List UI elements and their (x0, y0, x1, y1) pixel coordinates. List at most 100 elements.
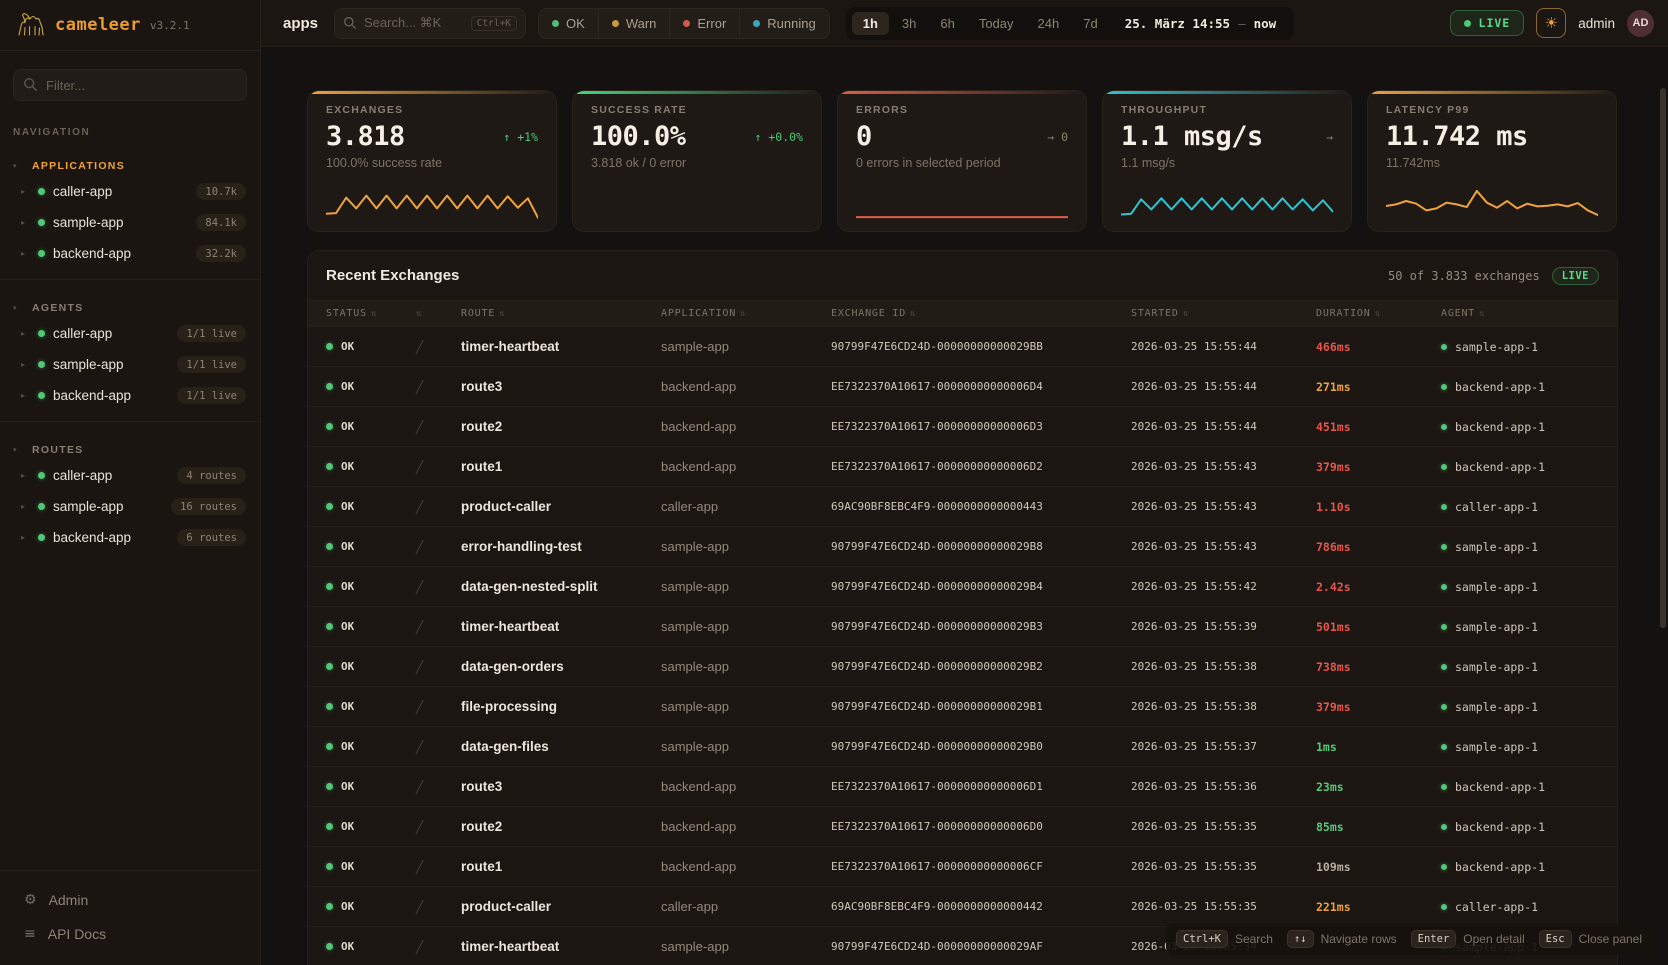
sidebar-item-sample-app[interactable]: ▸ sample-app 1/1 live (0, 349, 260, 380)
column-header-started[interactable]: STARTED ⇅ (1131, 308, 1316, 319)
stat-cards-row: EXCHANGES 3.818 ↑ +1% 100.0% success rate SU… (307, 90, 1618, 232)
status-filter-error[interactable]: Error (670, 8, 741, 38)
sidebar-footer-admin[interactable]: ⚙ Admin (0, 883, 260, 917)
sidebar-item-backend-app[interactable]: ▸ backend-app 1/1 live (0, 380, 260, 411)
status-label: OK (341, 420, 355, 433)
table-row[interactable]: OK ╱ timer-heartbeat sample-app 90799F47E6CD… (308, 607, 1617, 647)
kbd-chip: Esc (1538, 930, 1572, 948)
section-header-routes[interactable]: ▾ ROUTES (13, 444, 260, 456)
status-label: OK (341, 740, 355, 753)
sidebar-item-label: caller-app (53, 468, 113, 483)
duration-cell: 1.10s (1316, 499, 1351, 514)
column-header-agent[interactable]: AGENT ⇅ (1441, 308, 1599, 319)
time-range-3h[interactable]: 3h (901, 15, 917, 31)
sidebar-item-sample-app[interactable]: ▸ sample-app 84.1k (0, 207, 260, 238)
status-filter-warn[interactable]: Warn (599, 8, 671, 38)
trend-arrow-icon: ╱ (416, 499, 424, 514)
agent-cell: sample-app-1 (1441, 700, 1599, 714)
sidebar-footer-api-docs[interactable]: ≡ API Docs (0, 917, 260, 951)
table-row[interactable]: OK ╱ route1 backend-app EE7322370A10617-0000… (308, 447, 1617, 487)
table-row[interactable]: OK ╱ route2 backend-app EE7322370A10617-0000… (308, 407, 1617, 447)
column-header-icon[interactable]: ⇅ (416, 309, 461, 319)
table-row[interactable]: OK ╱ product-caller caller-app 69AC90BF8EBC4… (308, 887, 1617, 927)
table-row[interactable]: OK ╱ error-handling-test sample-app 90799F47… (308, 527, 1617, 567)
section-header-agents[interactable]: ▾ AGENTS (13, 302, 260, 314)
column-header-duration[interactable]: DURATION ⇅ (1316, 308, 1441, 319)
sidebar-sections: ▾ APPLICATIONS ▸ caller-app 10.7k ▸ sample-app… (0, 138, 260, 553)
stat-card-value: 3.818 (326, 121, 405, 152)
table-row[interactable]: OK ╱ route1 backend-app EE7322370A10617-0000… (308, 847, 1617, 887)
column-header-exchange-id[interactable]: EXCHANGE ID ⇅ (831, 308, 1131, 319)
avatar[interactable]: AD (1627, 9, 1654, 37)
status-cell: OK (326, 940, 416, 953)
sidebar-item-backend-app[interactable]: ▸ backend-app 6 routes (0, 522, 260, 553)
status-filter-ok[interactable]: OK (539, 8, 599, 38)
column-header-label: STATUS (326, 308, 367, 319)
table-row[interactable]: OK ╱ route2 backend-app EE7322370A10617-0000… (308, 807, 1617, 847)
route-cell: route3 (461, 379, 503, 394)
agent-label: sample-app-1 (1455, 619, 1539, 634)
trend-arrow-icon: ╱ (416, 899, 424, 914)
sparkline (591, 183, 803, 221)
status-label: OK (341, 340, 355, 353)
keyboard-hint: Enter Open detail (1410, 930, 1525, 948)
theme-toggle[interactable]: ☀ (1536, 8, 1567, 38)
agent-label: sample-app-1 (1455, 579, 1539, 594)
time-range-7d[interactable]: 7d (1083, 15, 1098, 31)
sidebar-item-backend-app[interactable]: ▸ backend-app 32.2k (0, 238, 260, 269)
status-cell: OK (326, 900, 416, 913)
column-header-label: DURATION (1316, 308, 1371, 319)
exchange-id-cell: 69AC90BF8EBC4F9-0000000000000442 (831, 900, 1043, 913)
route-cell: data-gen-files (461, 739, 549, 754)
status-label: OK (341, 460, 355, 473)
time-range-1h[interactable]: 1h (851, 11, 889, 35)
exchange-id-cell: 90799F47E6CD24D-00000000000029B1 (831, 700, 1043, 713)
content: EXCHANGES 3.818 ↑ +1% 100.0% success rate SU… (261, 47, 1668, 965)
time-range-6h[interactable]: 6h (940, 15, 955, 31)
table-row[interactable]: OK ╱ route3 backend-app EE7322370A10617-0000… (308, 367, 1617, 407)
agent-cell: caller-app-1 (1441, 900, 1599, 914)
agent-dot-icon (1441, 863, 1447, 870)
table-row[interactable]: OK ╱ product-caller caller-app 69AC90BF8EBC4… (308, 487, 1617, 527)
column-header-route[interactable]: ROUTE ⇅ (461, 308, 661, 319)
column-header-application[interactable]: APPLICATION ⇅ (661, 308, 831, 319)
started-cell: 2026-03-25 15:55:43 (1131, 540, 1257, 553)
live-badge: LIVE (1551, 266, 1599, 285)
date-label: 25. März 14:55 (1124, 15, 1231, 31)
section-header-applications[interactable]: ▾ APPLICATIONS (13, 160, 260, 172)
hint-label: Search (1234, 932, 1273, 946)
status-cell: OK (326, 700, 416, 713)
sidebar-filter-input[interactable] (13, 69, 247, 101)
table-row[interactable]: OK ╱ data-gen-orders sample-app 90799F47E6CD… (308, 647, 1617, 687)
scrollbar[interactable] (1660, 88, 1666, 628)
hint-label: Open detail (1463, 932, 1525, 946)
sidebar-item-caller-app[interactable]: ▸ caller-app 10.7k (0, 176, 260, 207)
global-search-input[interactable]: Search... ⌘K Ctrl+K (334, 7, 527, 39)
table-row[interactable]: OK ╱ data-gen-files sample-app 90799F47E6CD2… (308, 727, 1617, 767)
table-row[interactable]: OK ╱ timer-heartbeat sample-app 90799F47E6CD… (308, 327, 1617, 367)
date-separator: — (1238, 15, 1246, 31)
status-label: OK (341, 380, 355, 393)
card-accent-strip (573, 91, 821, 94)
agent-cell: backend-app-1 (1441, 380, 1599, 394)
table-row[interactable]: OK ╱ data-gen-nested-split sample-app 90799F… (308, 567, 1617, 607)
agent-cell: sample-app-1 (1441, 540, 1599, 554)
status-filter-running[interactable]: Running (740, 9, 828, 38)
live-button[interactable]: LIVE (1449, 10, 1525, 36)
route-cell: route1 (461, 459, 503, 474)
table-row[interactable]: OK ╱ file-processing sample-app 90799F47E6CD… (308, 687, 1617, 727)
time-range-24h[interactable]: 24h (1037, 15, 1060, 31)
status-dot-icon (38, 219, 45, 226)
table-row[interactable]: OK ╱ route3 backend-app EE7322370A10617-0000… (308, 767, 1617, 807)
column-header-status[interactable]: STATUS ⇅ (326, 308, 416, 319)
stat-card-label: LATENCY P99 (1386, 104, 1470, 116)
sidebar-item-label: backend-app (53, 388, 132, 403)
time-range-today[interactable]: Today (978, 15, 1014, 31)
stat-card-delta: → 0 (1047, 129, 1068, 144)
sidebar-item-caller-app[interactable]: ▸ caller-app 1/1 live (0, 318, 260, 349)
exchange-id-cell: EE7322370A10617-00000000000006D2 (831, 460, 1043, 473)
sidebar-item-sample-app[interactable]: ▸ sample-app 16 routes (0, 491, 260, 522)
sidebar-item-caller-app[interactable]: ▸ caller-app 4 routes (0, 460, 260, 491)
status-dot-icon (611, 19, 619, 27)
agent-cell: backend-app-1 (1441, 420, 1599, 434)
